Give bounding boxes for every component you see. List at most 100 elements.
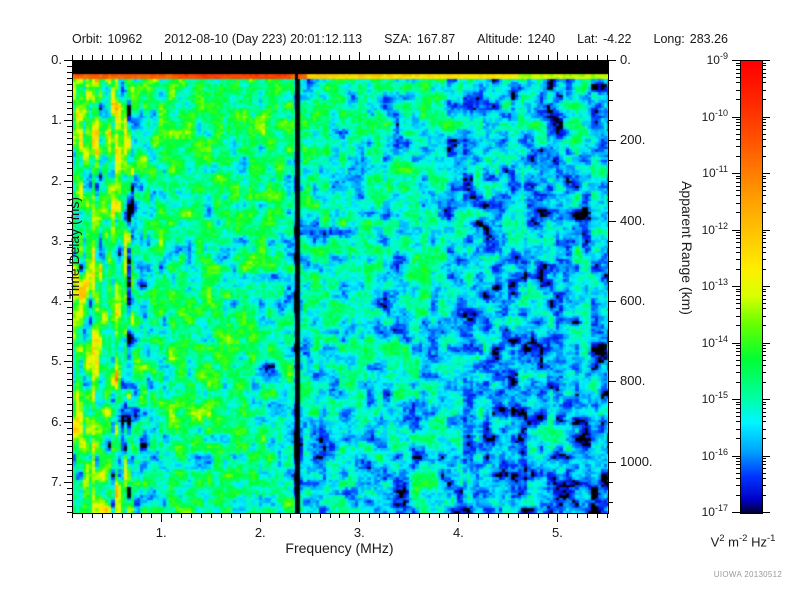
colorbar-tick-minor — [762, 382, 766, 383]
tick-time-minor — [67, 162, 72, 163]
colorbar-tick-minor — [762, 82, 766, 83]
tick-freq-minor — [102, 513, 103, 518]
colorbar-label-mantissa: 10 — [706, 53, 720, 67]
spectrogram-plot-area — [72, 60, 609, 514]
tick-range-major — [608, 221, 616, 222]
tick-time-minor — [67, 367, 72, 368]
tick-time-minor — [67, 512, 72, 513]
colorbar-tick-minor — [736, 232, 740, 233]
units-hz: Hz — [747, 534, 767, 550]
tick-freq-minor — [607, 513, 608, 518]
y-axis-left-tick-label: 6. — [51, 413, 62, 429]
tick-freq-minor — [320, 513, 321, 518]
tick-time-minor — [67, 349, 72, 350]
colorbar-tick-minor — [762, 412, 766, 413]
colorbar-tick-minor — [736, 247, 740, 248]
colorbar-label-exponent: -14 — [714, 333, 728, 344]
colorbar-tick-minor — [762, 77, 766, 78]
colorbar-label-mantissa: 10 — [701, 109, 715, 124]
colorbar-tick-major — [732, 343, 740, 344]
colorbar-tick-minor — [736, 238, 740, 239]
tick-freq-minor — [191, 513, 192, 518]
colorbar-tick-minor — [762, 269, 766, 270]
tick-freq-top-minor — [409, 55, 410, 60]
tick-freq-top-minor — [597, 55, 598, 60]
tick-time-minor — [67, 331, 72, 332]
tick-freq-top-minor — [528, 55, 529, 60]
tick-freq-top-minor — [478, 55, 479, 60]
tick-freq-minor — [131, 513, 132, 518]
header-field-sza: SZA: 167.87 — [384, 32, 455, 46]
tick-time-minor — [67, 325, 72, 326]
tick-freq-top-minor — [250, 55, 251, 60]
tick-freq-top-minor — [439, 55, 440, 60]
colorbar-tick-minor — [762, 485, 766, 486]
tick-freq-top-minor — [429, 55, 430, 60]
tick-time-minor — [67, 187, 72, 188]
colorbar-tick-minor — [762, 125, 766, 126]
colorbar-tick-minor — [762, 73, 766, 74]
tick-range-major — [608, 301, 616, 302]
colorbar-tick-minor — [736, 412, 740, 413]
tick-freq-minor — [448, 513, 449, 518]
colorbar-tick-minor — [736, 203, 740, 204]
tick-time-minor — [67, 108, 72, 109]
x-axis-tick-label: 3. — [353, 525, 365, 540]
tick-freq-top-minor — [330, 55, 331, 60]
colorbar-tick-minor — [762, 299, 766, 300]
tick-time-minor — [67, 506, 72, 507]
colorbar-tick-minor — [762, 458, 766, 459]
tick-time-minor — [67, 114, 72, 115]
tick-freq-top-minor — [181, 55, 182, 60]
tick-freq-minor — [587, 513, 588, 518]
colorbar-tick-minor — [736, 90, 740, 91]
tick-time-minor — [67, 385, 72, 386]
colorbar-tick-major — [762, 230, 770, 231]
tick-freq-top-minor — [122, 55, 123, 60]
tick-freq-minor — [597, 513, 598, 518]
tick-freq-top-major — [161, 52, 162, 60]
colorbar-tick-major — [732, 173, 740, 174]
tick-time-minor — [67, 458, 72, 459]
tick-time-minor — [67, 138, 72, 139]
tick-time-minor — [67, 337, 72, 338]
tick-time-minor — [67, 373, 72, 374]
tick-freq-minor — [221, 513, 222, 518]
tick-time-minor — [67, 271, 72, 272]
header-field-altitude: Altitude: 1240 — [477, 32, 555, 46]
tick-time-minor — [67, 428, 72, 429]
tick-time-minor — [67, 253, 72, 254]
y-axis-left-tick-label: 5. — [51, 353, 62, 369]
colorbar-tick-minor — [736, 176, 740, 177]
colorbar-tick-major — [762, 399, 770, 400]
colorbar-tick-minor — [762, 360, 766, 361]
tick-time-minor — [67, 500, 72, 501]
colorbar-tick-minor — [762, 402, 766, 403]
tick-freq-top-minor — [508, 55, 509, 60]
ionogram-heatmap-canvas — [73, 61, 608, 513]
tick-freq-top-minor — [82, 55, 83, 60]
colorbar-tick-minor — [762, 182, 766, 183]
colorbar-tick-minor — [762, 473, 766, 474]
tick-time-minor — [67, 379, 72, 380]
colorbar-tick-minor — [762, 351, 766, 352]
colorbar-tick-minor — [736, 345, 740, 346]
tick-time-minor — [67, 193, 72, 194]
colorbar-tick-minor — [736, 464, 740, 465]
colorbar-tick-minor — [736, 129, 740, 130]
colorbar-tick-minor — [762, 495, 766, 496]
tick-freq-minor — [290, 513, 291, 518]
tick-range-major — [608, 381, 616, 382]
colorbar-tick-label: 10-16 — [678, 447, 728, 463]
colorbar-label-exponent: -11 — [715, 164, 728, 174]
colorbar-tick-minor — [736, 73, 740, 74]
colorbar-tick-major — [762, 456, 770, 457]
tick-freq-top-minor — [587, 55, 588, 60]
y-axis-right-tick-label: 1000. — [620, 453, 653, 469]
colorbar-tick-major — [732, 230, 740, 231]
colorbar-label-mantissa: 10 — [701, 279, 715, 293]
colorbar-tick-minor — [762, 295, 766, 296]
colorbar-tick-minor — [736, 429, 740, 430]
tick-time-minor — [67, 470, 72, 471]
tick-time-minor — [67, 404, 72, 405]
